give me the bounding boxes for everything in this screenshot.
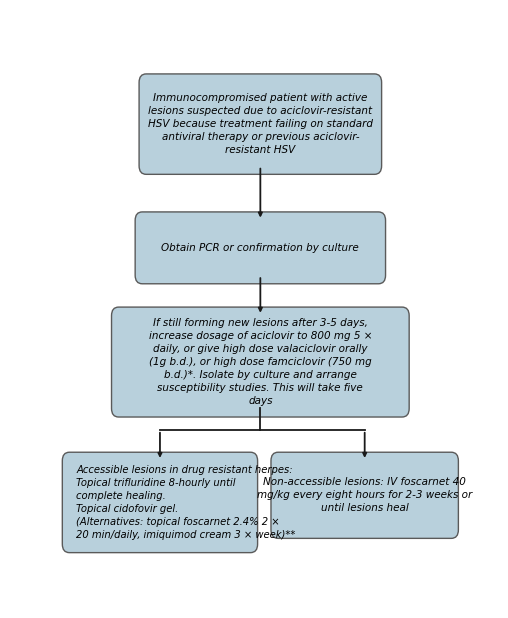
Text: Non-accessible lesions: IV foscarnet 40
mg/kg every eight hours for 2-3 weeks or: Non-accessible lesions: IV foscarnet 40 … (257, 477, 472, 514)
Text: Immunocompromised patient with active
lesions suspected due to aciclovir-resista: Immunocompromised patient with active le… (148, 93, 373, 155)
FancyBboxPatch shape (139, 74, 382, 174)
Text: Accessible lesions in drug resistant herpes:
Topical trifluridine 8-hourly until: Accessible lesions in drug resistant her… (77, 465, 296, 540)
FancyBboxPatch shape (271, 452, 458, 538)
FancyBboxPatch shape (62, 452, 258, 552)
FancyBboxPatch shape (112, 307, 409, 417)
Text: Obtain PCR or confirmation by culture: Obtain PCR or confirmation by culture (162, 243, 359, 253)
Text: If still forming new lesions after 3-5 days,
increase dosage of aciclovir to 800: If still forming new lesions after 3-5 d… (149, 318, 372, 406)
FancyBboxPatch shape (135, 212, 386, 284)
